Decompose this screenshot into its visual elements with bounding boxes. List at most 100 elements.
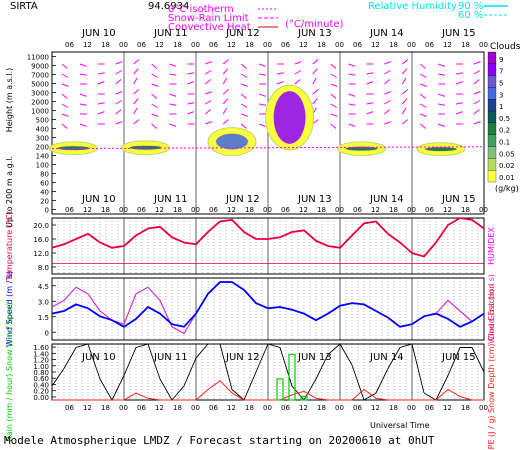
y-tick-label: 40: [40, 189, 49, 197]
wind-arrow: [61, 113, 69, 117]
wind-arrow: [384, 79, 391, 85]
hour-tick-label: 00: [263, 41, 272, 49]
hour-tick-label: 18: [317, 404, 326, 412]
day-label: JUN 15: [441, 28, 476, 39]
y-tick-label: 1.5: [38, 314, 49, 322]
wind-arrow: [133, 98, 139, 105]
hour-tick-label: 18: [317, 41, 326, 49]
wind-arrow: [222, 119, 229, 125]
legend-isotherm: 0°C isotherm: [168, 4, 234, 15]
wind-arrow: [348, 123, 356, 127]
hour-tick-label: 06: [209, 206, 218, 214]
hour-tick-label: 00: [479, 206, 488, 214]
wind-arrow: [473, 121, 481, 125]
wind-arrow: [115, 91, 123, 95]
day-label: JUN 14: [369, 352, 404, 363]
wind-arrow: [330, 63, 337, 69]
wind-arrow: [205, 91, 213, 95]
colorbar-swatch: [487, 158, 497, 171]
wind-arrow: [240, 73, 248, 78]
hour-tick-label: 18: [101, 41, 110, 49]
y-tick-label: 12.0: [33, 250, 49, 258]
wind-arrow: [420, 103, 427, 108]
hour-tick-label: 18: [245, 404, 254, 412]
y-tick-label: 60: [40, 180, 49, 188]
colorbar-label: 0.1: [499, 139, 510, 147]
colorbar-label: 0.2: [499, 127, 510, 135]
y-tick-label: 0.40: [33, 381, 49, 389]
colorbar-swatch: [487, 134, 497, 147]
wind-arrow: [258, 63, 266, 67]
wind-arrow: [438, 123, 445, 127]
wind-arrow: [473, 100, 481, 105]
wind-arrow: [240, 113, 248, 117]
hour-tick-label: 06: [281, 41, 290, 49]
colorbar-swatch: [487, 146, 497, 159]
coord-text: 94.6934: [148, 1, 189, 12]
hour-tick-label: 18: [245, 206, 254, 214]
hour-tick-label: 12: [155, 404, 164, 412]
y-tick-label: 0.20: [33, 388, 49, 396]
hour-tick-label: 18: [461, 41, 470, 49]
wind-arrow: [366, 72, 374, 75]
wind-arrow: [97, 102, 105, 105]
hour-tick-label: 06: [137, 404, 146, 412]
colorbar-label: 9: [499, 56, 503, 64]
wind-arrow: [330, 123, 337, 129]
wind-arrow: [366, 81, 374, 85]
wind-arrow: [312, 89, 319, 95]
hour-tick-label: 00: [191, 404, 200, 412]
legend-snow-rain: Snow-Rain Limit: [168, 13, 249, 24]
day-label: JUN 14: [369, 28, 404, 39]
hour-tick-label: 00: [407, 41, 416, 49]
wind-arrow: [61, 63, 68, 69]
hour-tick-label: 18: [389, 404, 398, 412]
hour-tick-label: 00: [335, 41, 344, 49]
wind-arrow: [276, 72, 284, 75]
cloud-colorbar: 9 7 5 3 1 0.5 0.2 0.1 0.05 0.02 0.01: [487, 51, 515, 183]
y-tick-label: 2000: [31, 99, 49, 107]
colorbar-swatch: [487, 110, 497, 124]
wind-arrow: [97, 72, 105, 75]
hour-tick-label: 00: [119, 404, 128, 412]
wind-arrow: [204, 109, 211, 115]
y-tick-label: 1000: [31, 108, 49, 116]
hour-tick-label: 12: [299, 41, 308, 49]
wind-arrow: [366, 102, 374, 105]
wind-arrow: [222, 89, 229, 95]
hour-tick-label: 06: [137, 41, 146, 49]
y-tick-label: 200: [36, 144, 49, 152]
wind-arrow: [294, 70, 302, 75]
wind-arrow: [348, 63, 356, 67]
day-label: JUN 15: [441, 194, 476, 205]
wind-arrow: [79, 103, 87, 106]
hour-tick-label: 12: [443, 206, 452, 214]
wind-arrow: [384, 100, 391, 105]
colorbar-swatch: [487, 63, 497, 76]
hour-tick-label: 12: [227, 404, 236, 412]
wind-arrow: [151, 103, 158, 108]
wind-arrow: [240, 83, 248, 87]
hour-tick-label: 18: [173, 206, 182, 214]
hour-tick-label: 06: [425, 41, 434, 49]
y-tick-label: 0.80: [33, 369, 49, 377]
hour-tick-label: 18: [389, 41, 398, 49]
wind-arrow: [187, 81, 195, 85]
colorbar-label: 1: [499, 103, 503, 111]
wind-arrow: [473, 70, 481, 75]
hour-tick-label: 06: [425, 404, 434, 412]
wind-arrow: [205, 70, 212, 75]
wind-arrow: [169, 103, 177, 106]
hour-tick-label: 00: [191, 206, 200, 214]
colorbar-label: 0.02: [499, 162, 515, 170]
colorbar-label: 0.01: [499, 174, 515, 182]
wind-arrow: [240, 103, 248, 108]
wind-arrow: [133, 119, 140, 125]
hour-tick-label: 18: [461, 206, 470, 214]
hour-tick-label: 06: [137, 206, 146, 214]
y-tick-label: 0: [45, 329, 49, 337]
hour-tick-label: 00: [407, 206, 416, 214]
y-tick-label: 400: [36, 126, 49, 134]
wind-arrow: [401, 77, 407, 85]
temperature-line: [51, 217, 485, 258]
